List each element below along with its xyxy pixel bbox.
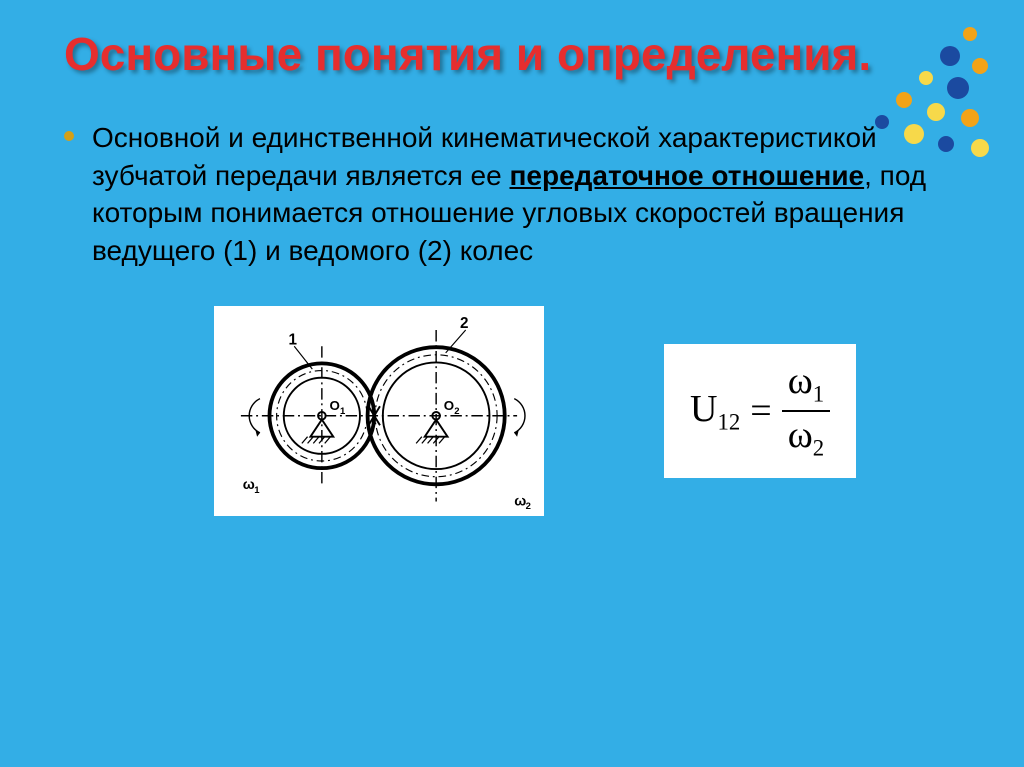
- decor-dot: [972, 58, 988, 74]
- bullet-icon: [64, 131, 74, 141]
- gear-diagram: O11ω1O22ω2: [214, 306, 544, 516]
- body-text-underlined: передаточное отношение: [509, 160, 864, 191]
- decor-dot: [875, 115, 889, 129]
- formula-eq: =: [750, 389, 771, 433]
- formula: U12 = ω1 ω2: [664, 344, 856, 479]
- decor-dot: [947, 77, 969, 99]
- decor-dot: [938, 136, 954, 152]
- decor-dot: [971, 139, 989, 157]
- svg-text:2: 2: [526, 501, 531, 511]
- slide: Основные понятия и определения. Основной…: [0, 0, 1024, 767]
- svg-text:1: 1: [289, 331, 298, 348]
- decor-dot: [961, 109, 979, 127]
- decor-dot: [940, 46, 960, 66]
- gear-svg: O11ω1O22ω2: [219, 311, 539, 511]
- formula-num: ω1: [782, 362, 830, 410]
- decor-dot: [927, 103, 945, 121]
- decor-dot: [904, 124, 924, 144]
- decor-dot: [919, 71, 933, 85]
- svg-text:2: 2: [454, 406, 459, 417]
- svg-text:2: 2: [460, 315, 468, 332]
- body-row: Основной и единственной кинематической х…: [64, 119, 960, 270]
- formula-num-sub: 1: [813, 381, 824, 406]
- body-text: Основной и единственной кинематической х…: [92, 119, 960, 270]
- formula-num-base: ω: [788, 360, 813, 402]
- formula-den-base: ω: [788, 414, 813, 456]
- formula-den-sub: 2: [813, 436, 824, 461]
- formula-lhs: U12: [690, 387, 740, 436]
- formula-lhs-sub: 12: [717, 409, 740, 434]
- svg-text:1: 1: [340, 406, 346, 417]
- decor-dot: [896, 92, 912, 108]
- formula-lhs-base: U: [690, 388, 717, 430]
- figures-row: O11ω1O22ω2 U12 = ω1 ω2: [64, 306, 960, 516]
- svg-text:O: O: [329, 398, 339, 413]
- formula-fraction: ω1 ω2: [782, 362, 830, 461]
- decor-dot: [963, 27, 977, 41]
- svg-text:ω: ω: [243, 477, 255, 493]
- svg-text:1: 1: [254, 485, 260, 496]
- svg-text:ω: ω: [514, 493, 526, 509]
- svg-text:O: O: [444, 398, 454, 413]
- slide-title: Основные понятия и определения.: [64, 28, 960, 81]
- formula-den: ω2: [782, 410, 830, 460]
- decor-dots: [858, 26, 998, 166]
